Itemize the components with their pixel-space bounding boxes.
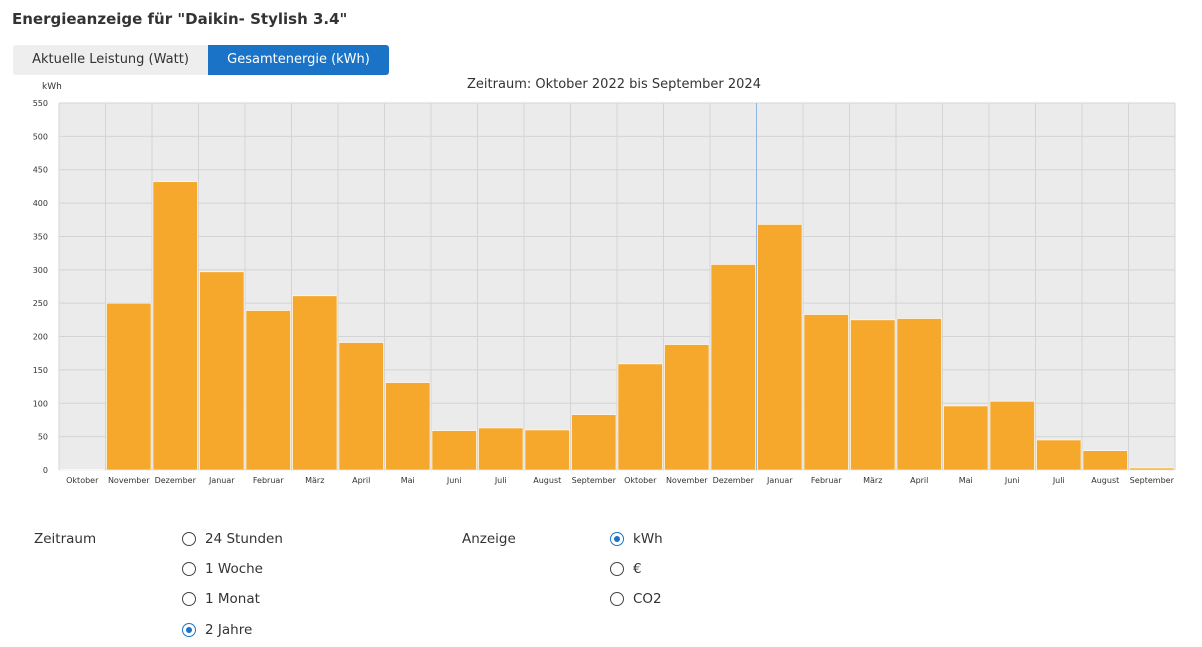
x-tick-label: März	[863, 476, 882, 485]
x-tick-label: August	[533, 476, 561, 485]
bar	[1036, 439, 1082, 471]
y-axis-label: kWh	[42, 82, 62, 92]
y-tick-label: 250	[33, 299, 48, 308]
x-tick-label: November	[108, 476, 150, 485]
x-tick-label: April	[352, 476, 370, 485]
x-tick-label: Juni	[446, 476, 462, 485]
x-tick-label: März	[305, 476, 324, 485]
bar	[664, 344, 710, 471]
y-tick-label: 350	[33, 232, 48, 241]
energy-bar-chart: 0 50 100 150 200 250 300 350 400 450 500 550 Oktober…	[33, 82, 1176, 485]
y-tick-label: 100	[33, 399, 48, 408]
y-tick-label: 0	[43, 466, 48, 475]
bar	[1129, 467, 1175, 471]
x-tick-label: April	[910, 476, 928, 485]
x-tick-label: Juli	[494, 476, 507, 485]
x-tick-label: Mai	[401, 476, 415, 485]
tab-bar: Aktuelle Leistung (Watt) Gesamtenergie (…	[13, 45, 389, 75]
y-tick-label: 450	[33, 166, 48, 175]
tab-aktuelle-leistung[interactable]: Aktuelle Leistung (Watt)	[13, 45, 208, 75]
bar	[803, 314, 849, 471]
y-tick-label: 150	[33, 366, 48, 375]
bar	[478, 427, 524, 471]
bar	[524, 429, 570, 471]
radio-label: €	[633, 561, 642, 577]
bar	[896, 318, 942, 471]
zeitraum-label: Zeitraum	[34, 531, 97, 547]
x-tick-label: Oktober	[66, 476, 99, 485]
controls-panel: Zeitraum 24 Stunden 1 Woche 1 Monat 2 Ja…	[0, 520, 1202, 647]
bar	[850, 319, 896, 471]
x-tick-label: Juli	[1052, 476, 1065, 485]
bar	[431, 430, 477, 471]
bar	[710, 264, 756, 471]
bar	[943, 405, 989, 471]
radio-co2[interactable]: CO2	[610, 591, 662, 607]
bar	[152, 181, 198, 471]
x-tick-label: September	[572, 476, 617, 485]
radio-1-monat[interactable]: 1 Monat	[182, 591, 260, 607]
y-tick-label: 400	[33, 199, 48, 208]
radio-circle-icon	[610, 592, 624, 606]
x-tick-label: Januar	[766, 476, 793, 485]
y-tick-label: 50	[38, 433, 48, 442]
bar	[245, 310, 291, 471]
radio-circle-icon	[182, 592, 196, 606]
x-tick-label: Februar	[811, 476, 842, 485]
radio-circle-icon	[610, 562, 624, 576]
y-tick-label: 300	[33, 266, 48, 275]
y-tick-label: 500	[33, 132, 48, 141]
bar	[199, 271, 245, 471]
radio-2-jahre[interactable]: 2 Jahre	[182, 622, 252, 638]
x-tick-label: Dezember	[155, 476, 197, 485]
x-tick-label: September	[1130, 476, 1175, 485]
radio-circle-icon	[610, 532, 624, 546]
bar	[1082, 450, 1128, 471]
bar	[571, 414, 617, 471]
bar	[338, 342, 384, 471]
radio-circle-icon	[182, 532, 196, 546]
radio-1-woche[interactable]: 1 Woche	[182, 561, 263, 577]
bar	[106, 302, 152, 471]
radio-kwh[interactable]: kWh	[610, 531, 663, 547]
x-tick-label: August	[1091, 476, 1119, 485]
x-tick-label: Oktober	[624, 476, 657, 485]
page-title: Energieanzeige für "Daikin- Stylish 3.4"	[12, 10, 348, 28]
x-tick-label: Dezember	[713, 476, 755, 485]
radio-label: CO2	[633, 591, 662, 607]
anzeige-label: Anzeige	[462, 531, 516, 547]
radio-circle-icon	[182, 562, 196, 576]
y-tick-label: 550	[33, 99, 48, 108]
radio-label: 24 Stunden	[205, 531, 283, 547]
y-tick-label: 200	[33, 333, 48, 342]
radio-24-stunden[interactable]: 24 Stunden	[182, 531, 283, 547]
tab-gesamtenergie[interactable]: Gesamtenergie (kWh)	[208, 45, 389, 75]
bar	[617, 363, 663, 471]
bar	[59, 469, 105, 471]
radio-euro[interactable]: €	[610, 561, 642, 577]
bar	[757, 224, 803, 471]
x-tick-label: Juni	[1004, 476, 1020, 485]
x-tick-label: Mai	[959, 476, 973, 485]
x-tick-label: Januar	[208, 476, 235, 485]
radio-label: 1 Monat	[205, 591, 260, 607]
x-tick-label: Februar	[253, 476, 284, 485]
bar	[385, 382, 431, 471]
bar	[989, 400, 1035, 471]
x-tick-label: November	[666, 476, 708, 485]
bar	[292, 295, 338, 471]
radio-label: 2 Jahre	[205, 622, 253, 638]
chart-title: Zeitraum: Oktober 2022 bis September 202…	[467, 77, 761, 92]
radio-label: 1 Woche	[205, 561, 263, 577]
radio-circle-icon	[182, 623, 196, 637]
radio-label: kWh	[633, 531, 663, 547]
